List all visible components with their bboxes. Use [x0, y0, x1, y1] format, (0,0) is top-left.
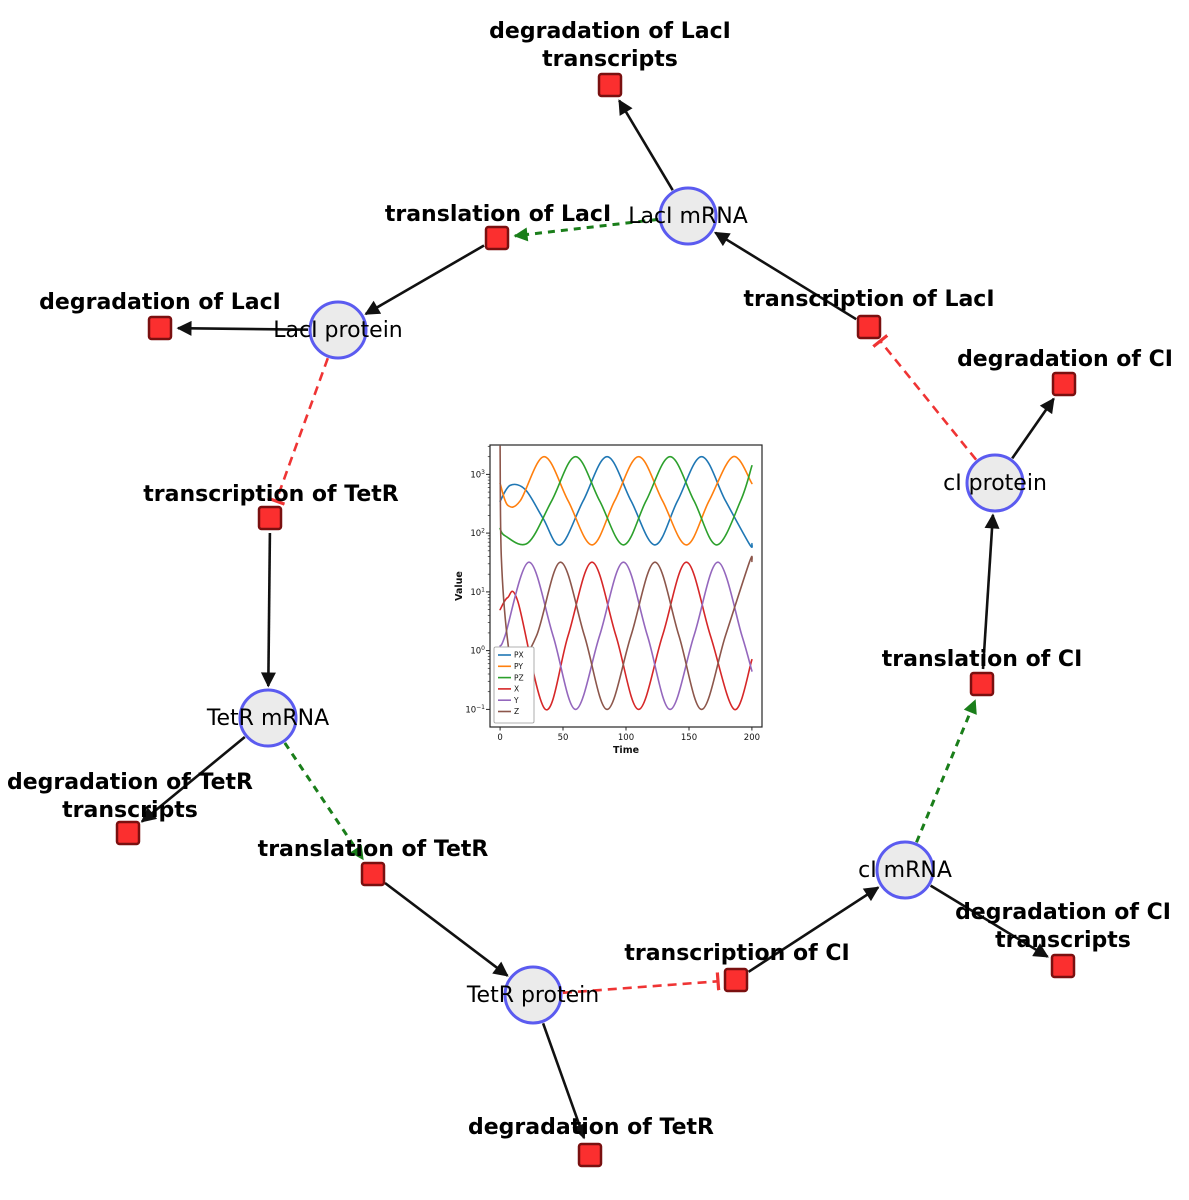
svg-text:50: 50 — [558, 733, 569, 743]
x-axis-ticks: 0 50 100 150 200 — [497, 727, 760, 743]
reaction-label-translation-ci: translation of CI — [882, 647, 1083, 672]
reaction-label-deg-tetr-transcripts: degradation of TetR transcripts — [7, 770, 253, 823]
svg-text:102: 102 — [470, 528, 485, 540]
y-axis-label: Value — [454, 571, 465, 601]
species-label-ci-protein: cI protein — [943, 471, 1047, 496]
svg-text:0: 0 — [497, 733, 502, 743]
reaction-node-deg-ci-transcripts[interactable] — [1050, 953, 1076, 979]
reaction-label-deg-ci-transcripts: degradation of CI transcripts — [955, 900, 1171, 953]
edge-laci-mrna-translation-laci — [513, 217, 659, 242]
edge-ci-protein-transcription-laci — [872, 334, 978, 461]
inset-chart: 10−1 100 101 102 103 0 50 100 150 200 Time Value PX P… — [452, 437, 772, 767]
species-node-laci-protein[interactable] — [308, 300, 368, 360]
species-label-tetr-mrna: TetR mRNA — [206, 706, 329, 731]
reaction-label-transcription-laci: transcription of LacI — [743, 287, 994, 312]
svg-text:100: 100 — [470, 645, 485, 657]
edge-ci-protein-deg-ci — [1011, 397, 1055, 460]
edge-tetr-protein-transcription-ci — [562, 972, 721, 995]
svg-text:200: 200 — [744, 733, 760, 743]
reaction-node-deg-laci[interactable] — [147, 315, 173, 341]
edge-transcription-laci-laci-mrna — [714, 231, 857, 321]
reaction-node-translation-tetr[interactable] — [360, 861, 386, 887]
edge-laci-mrna-deg-laci-transcripts — [618, 99, 674, 191]
legend-label-PZ: PZ — [514, 673, 524, 682]
reaction-node-transcription-ci[interactable] — [723, 967, 749, 993]
species-label-tetr-protein: TetR protein — [466, 983, 599, 1008]
reaction-node-deg-ci[interactable] — [1051, 371, 1077, 397]
svg-text:150: 150 — [681, 733, 697, 743]
edge-transcription-ci-ci-mrna — [747, 886, 880, 973]
reaction-label-deg-laci: degradation of LacI — [39, 290, 281, 315]
edge-laci-protein-transcription-tetr — [267, 357, 330, 506]
edge-tetr-mrna-deg-tetr-transcripts — [140, 735, 246, 823]
species-node-ci-protein[interactable] — [965, 453, 1025, 513]
svg-text:103: 103 — [470, 469, 485, 481]
x-axis-label: Time — [613, 745, 639, 756]
species-label-laci-protein: LacI protein — [273, 318, 403, 343]
legend-label-Z: Z — [514, 707, 519, 716]
legend-label-PY: PY — [514, 662, 523, 671]
edge-ci-mrna-translation-ci — [915, 699, 977, 843]
reaction-label-transcription-tetr: transcription of TetR — [143, 482, 399, 507]
edge-tetr-mrna-translation-tetr — [283, 742, 365, 861]
species-node-laci-mrna[interactable] — [658, 186, 718, 246]
reaction-node-deg-tetr[interactable] — [577, 1142, 603, 1168]
svg-text:101: 101 — [470, 586, 485, 598]
chart-series-PX — [499, 455, 753, 548]
legend-label-PX: PX — [514, 651, 524, 660]
reaction-label-translation-tetr: translation of TetR — [258, 837, 489, 862]
edge-translation-ci-ci-protein — [981, 513, 1000, 670]
species-node-tetr-mrna[interactable] — [238, 688, 298, 748]
reaction-label-deg-laci-transcripts: degradation of LacI transcripts — [489, 19, 731, 72]
edge-ci-mrna-deg-ci-transcripts — [929, 884, 1049, 958]
species-label-ci-mrna: cI mRNA — [858, 858, 952, 883]
y-axis-ticks: 10−1 100 101 102 103 — [465, 445, 490, 716]
edge-translation-laci-laci-protein — [364, 244, 485, 316]
chart-series-X — [499, 561, 753, 711]
reaction-label-translation-laci: translation of LacI — [385, 202, 611, 227]
chart-legend: PX PY PZ XYZ — [493, 646, 535, 724]
legend-label-X: X — [514, 685, 519, 694]
species-node-tetr-protein[interactable] — [503, 965, 563, 1025]
species-node-ci-mrna[interactable] — [875, 840, 935, 900]
edge-laci-protein-deg-laci — [176, 320, 309, 336]
svg-text:100: 100 — [618, 733, 634, 743]
reaction-label-transcription-ci: transcription of CI — [624, 941, 849, 966]
edge-transcription-tetr-tetr-mrna — [260, 532, 276, 688]
reaction-label-deg-ci: degradation of CI — [957, 347, 1173, 372]
species-label-laci-mrna: LacI mRNA — [628, 204, 748, 229]
reaction-node-transcription-laci[interactable] — [856, 314, 882, 340]
reaction-node-deg-tetr-transcripts[interactable] — [115, 820, 141, 846]
chart-series-PZ — [499, 455, 753, 546]
chart-series-PY — [499, 455, 753, 546]
edge-translation-tetr-tetr-protein — [384, 881, 509, 977]
edge-tetr-protein-deg-tetr — [541, 1022, 587, 1140]
svg-text:10−1: 10−1 — [465, 704, 485, 716]
reaction-node-translation-laci[interactable] — [484, 225, 510, 251]
reaction-node-translation-ci[interactable] — [969, 671, 995, 697]
legend-label-Y: Y — [513, 696, 519, 705]
chart-series-Y — [499, 561, 753, 711]
reaction-label-deg-tetr: degradation of TetR — [468, 1115, 714, 1140]
reaction-node-deg-laci-transcripts[interactable] — [597, 72, 623, 98]
reaction-node-transcription-tetr[interactable] — [257, 505, 283, 531]
